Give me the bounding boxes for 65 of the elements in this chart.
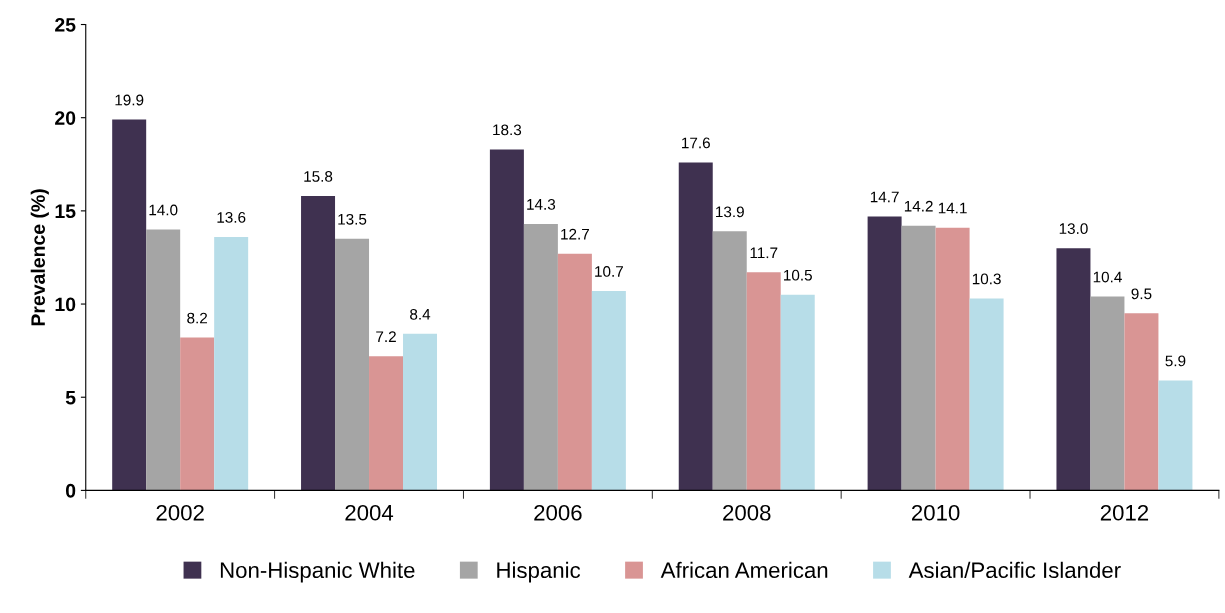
y-tick-label: 5 bbox=[65, 390, 76, 405]
data-label: 5.9 bbox=[1165, 355, 1186, 367]
bar bbox=[146, 229, 181, 491]
data-label: 15.8 bbox=[304, 171, 333, 182]
data-label: 13.9 bbox=[716, 206, 744, 218]
x-tick-label: 2012 bbox=[1100, 504, 1149, 521]
y-tick-label: 20 bbox=[55, 111, 76, 125]
data-label: 10.4 bbox=[1093, 271, 1122, 283]
data-label: 13.0 bbox=[1059, 223, 1088, 235]
bar bbox=[214, 236, 249, 491]
bar bbox=[1056, 248, 1091, 491]
data-label: 17.6 bbox=[682, 137, 710, 149]
data-label: 10.3 bbox=[972, 273, 1001, 285]
data-label: 10.5 bbox=[784, 269, 812, 281]
data-label: 8.4 bbox=[410, 308, 431, 320]
legend-label: Asian/Pacific Islander bbox=[908, 561, 1121, 579]
bar bbox=[746, 272, 781, 491]
bar bbox=[901, 225, 936, 491]
bar bbox=[712, 231, 747, 491]
legend-label: Non-Hispanic White bbox=[220, 561, 415, 583]
x-tick-label: 2004 bbox=[345, 504, 394, 521]
data-label: 9.5 bbox=[1131, 288, 1152, 300]
x-tick-label: 2008 bbox=[723, 504, 771, 521]
y-tick-label: 25 bbox=[55, 17, 76, 32]
data-label: 18.3 bbox=[493, 124, 522, 136]
y-tick-label: 10 bbox=[55, 297, 76, 312]
y-tick-label: 15 bbox=[55, 204, 76, 219]
bar bbox=[969, 298, 1004, 491]
bar bbox=[369, 356, 404, 491]
legend-label: Hispanic bbox=[497, 561, 581, 583]
x-tick-label: 2010 bbox=[912, 504, 960, 521]
y-axis-title: Prevalence (%) bbox=[30, 189, 49, 326]
data-label: 8.2 bbox=[187, 312, 208, 324]
bar bbox=[301, 195, 336, 491]
bar bbox=[935, 227, 970, 491]
bar bbox=[1090, 296, 1125, 491]
bar bbox=[403, 333, 438, 491]
data-label: 19.9 bbox=[115, 94, 144, 106]
bar bbox=[489, 149, 524, 491]
bar bbox=[867, 216, 902, 491]
data-label: 12.7 bbox=[561, 228, 589, 240]
legend-label: African American bbox=[660, 561, 828, 579]
data-label: 14.7 bbox=[870, 191, 899, 203]
x-tick-label: 2002 bbox=[156, 504, 204, 521]
data-label: 13.5 bbox=[338, 213, 367, 225]
data-label: 11.7 bbox=[750, 247, 778, 259]
data-label: 14.1 bbox=[938, 202, 967, 214]
data-label: 14.0 bbox=[149, 204, 178, 216]
data-label: 10.7 bbox=[595, 266, 623, 277]
bar bbox=[678, 162, 713, 491]
bar bbox=[523, 223, 558, 491]
data-label: 14.2 bbox=[904, 200, 933, 212]
data-label: 13.6 bbox=[217, 212, 246, 223]
bar bbox=[557, 253, 592, 491]
x-tick-label: 2006 bbox=[534, 504, 582, 521]
bar bbox=[591, 291, 626, 491]
data-label: 14.3 bbox=[527, 198, 556, 210]
bar bbox=[112, 119, 147, 491]
bar bbox=[1158, 380, 1193, 491]
bar bbox=[180, 337, 215, 491]
bar bbox=[335, 238, 370, 491]
bar bbox=[780, 294, 815, 491]
bar bbox=[1124, 313, 1159, 491]
data-label: 7.2 bbox=[376, 331, 396, 342]
y-tick-label: 0 bbox=[65, 483, 76, 498]
